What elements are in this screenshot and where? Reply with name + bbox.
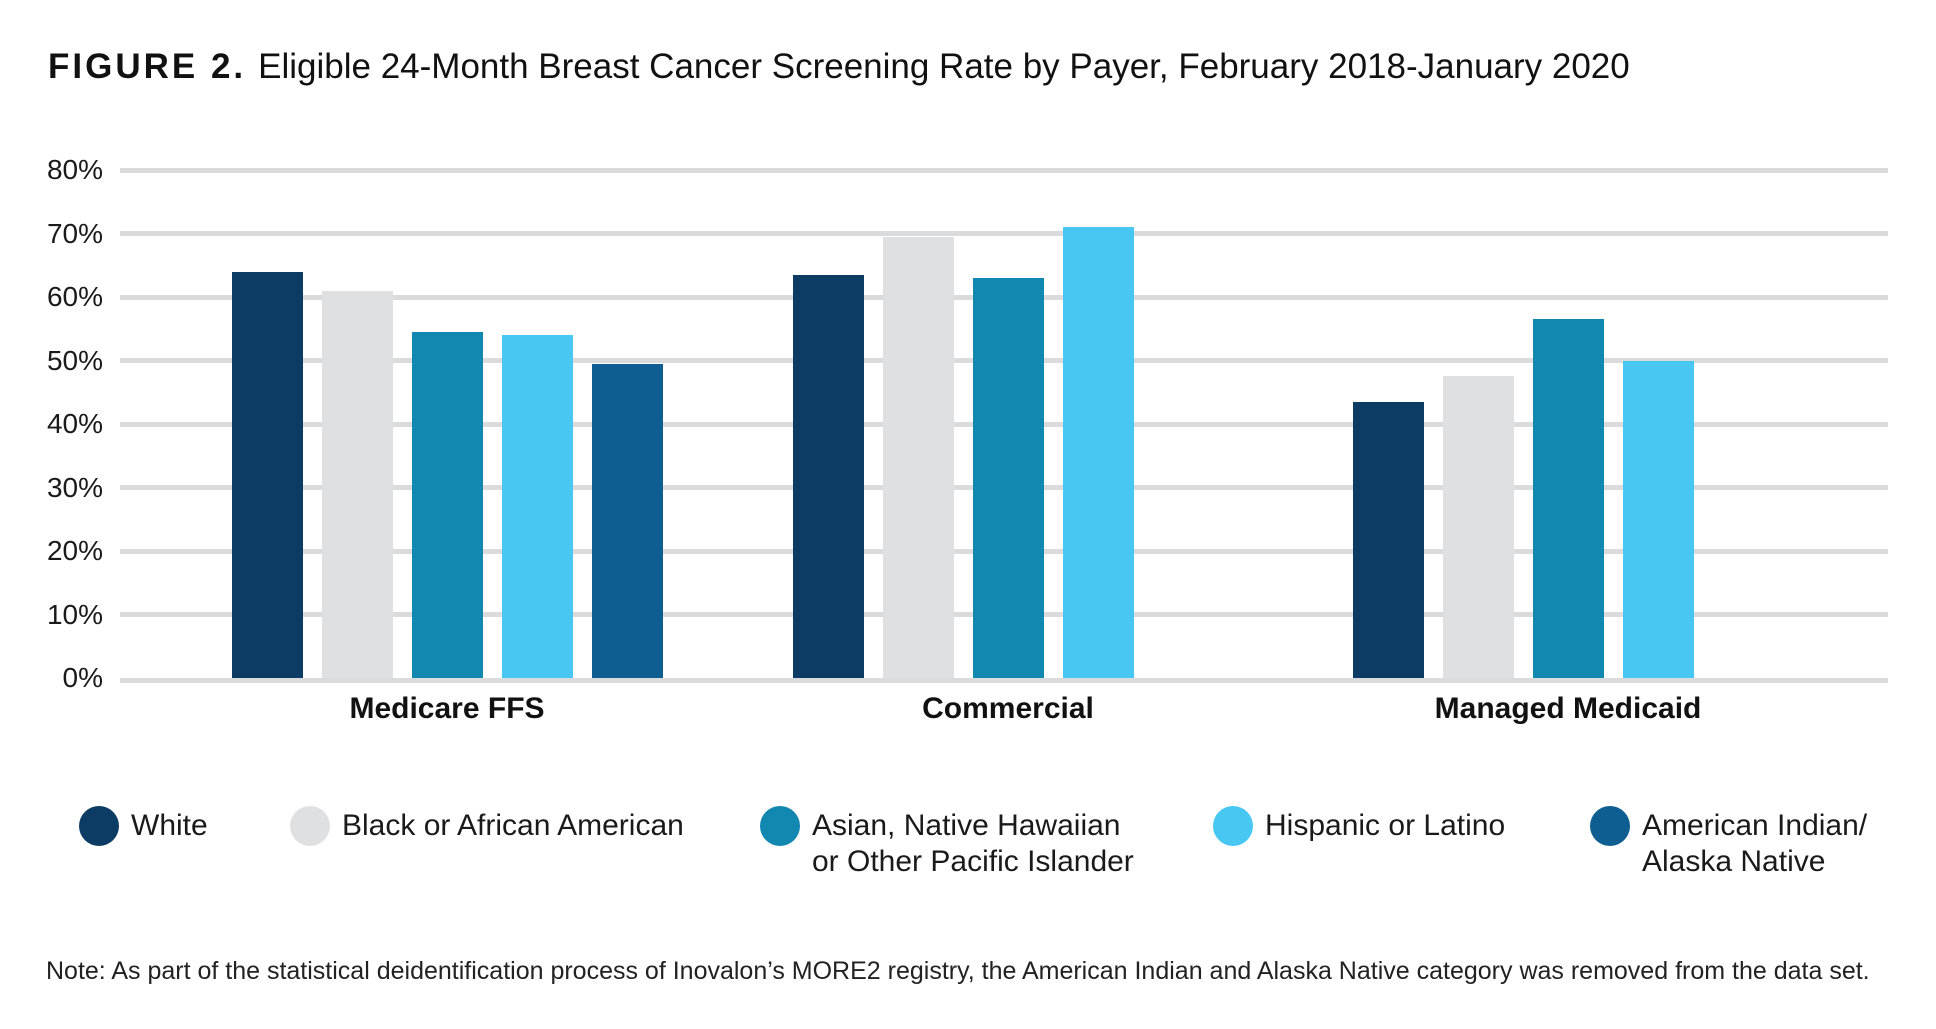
legend-swatch-hispanic-or-latino [1213,806,1253,846]
y-axis-tick-label: 60% [46,281,103,312]
y-axis-tick-label: 20% [46,535,103,566]
y-axis-tick-label: 30% [46,471,103,503]
footnote: Note: As part of the statistical deident… [46,957,1870,985]
legend-label-line2: Alaska Native [1642,845,1826,878]
bar-medicare-ffs-series-1 [322,290,393,678]
legend-label: Hispanic or Latino [1265,809,1506,842]
legend-swatch-asian-nhpi [760,806,800,846]
bar-commercial-series-3 [1063,227,1134,678]
x-axis-label-managed-medicaid: Managed Medicaid [1434,692,1702,725]
bar-medicare-ffs-series-3 [502,335,573,678]
figure-number: FIGURE 2. [48,47,247,86]
legend-item-hispanic-or-latino: Hispanic or Latino [1213,806,1505,846]
gridline-0% [120,678,1888,683]
legend-swatch-black-or-african-american [290,806,330,846]
plot-area [120,167,1888,683]
bar-managed-medicaid-series-3 [1623,360,1694,678]
legend-item-black-or-african-american: Black or African American [290,806,684,846]
bar-commercial-series-1 [883,236,954,678]
bar-managed-medicaid-series-2 [1533,319,1604,678]
x-axis-label-medicare-ffs: Medicare FFS [349,692,545,725]
bar-medicare-ffs-series-0 [232,271,303,678]
x-axis-label-commercial: Commercial [922,692,1094,725]
legend-label-line1: Asian, Native Hawaiian [812,809,1121,842]
legend-item-american-indian-alaska-native: American Indian/ Alaska Native [1590,806,1867,880]
legend-label: White [131,809,208,842]
figure-title-text: Eligible 24-Month Breast Cancer Screenin… [258,47,1630,86]
y-axis-tick-label: 40% [46,408,103,439]
legend-label-line1: American Indian/ [1642,809,1868,842]
bar-medicare-ffs-series-4 [592,363,663,678]
bar-managed-medicaid-series-0 [1353,401,1424,678]
y-axis-tick-label: 80% [46,154,103,185]
legend-item-white: White [79,806,208,846]
bar-commercial-series-2 [973,277,1044,678]
y-axis-tick-label: 50% [46,344,103,376]
legend-swatch-white [79,806,119,846]
y-axis-tick-label: 10% [46,598,103,630]
y-axis-labels: 0% 10% 20% 30% 40% 50% 60% 70% 80% [0,154,103,693]
gridline-80% [120,167,1888,173]
gridline-70% [120,231,1888,236]
bar-medicare-ffs-series-2 [412,331,483,678]
legend-label-line2: or Other Pacific Islander [812,845,1134,878]
figure-title: FIGURE 2. Eligible 24-Month Breast Cancer… [48,46,1630,88]
y-axis-tick-label: 70% [46,217,103,249]
bar-managed-medicaid-series-1 [1443,376,1514,678]
legend-swatch-american-indian-alaska-native [1590,806,1630,846]
legend-item-asian-nhpi: Asian, Native Hawaiian or Other Pacific … [760,806,1134,880]
legend-label: Black or African American [342,809,684,842]
bar-commercial-series-0 [793,274,864,678]
y-axis-tick-label: 0% [62,662,103,693]
